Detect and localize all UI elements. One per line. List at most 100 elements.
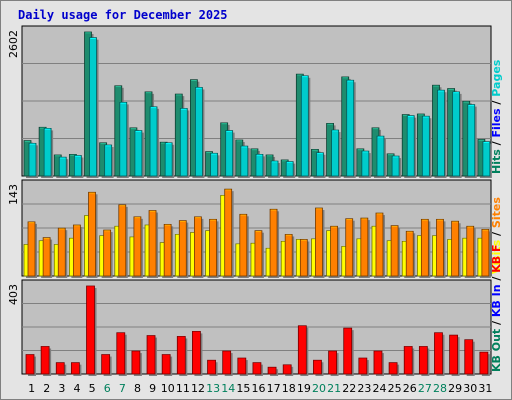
bar-sites-day-27 [420,218,431,278]
bar-sites-day-21 [330,225,340,278]
bar-kb-f-day-27 [418,346,430,376]
bar-kb-f-day-4 [70,362,82,376]
bar-kb-f-day-13 [207,359,218,376]
bar-files-day-6 [104,144,114,178]
bar-kb-f-day-10 [161,354,173,376]
legend-item-hits: Hits [490,149,503,174]
legend-item-visits: Visits [490,239,503,274]
bar-kb-f-day-16 [252,362,263,376]
legend-item-kb-in: KB In [490,284,503,317]
bar-sites-day-9 [148,210,159,278]
x-tick-label-day-4: 4 [73,382,80,395]
y-max-label-kbytes: 403 [7,284,20,305]
x-tick-label-day-5: 5 [89,382,96,395]
bar-kb-f-day-17 [267,366,279,376]
x-tick-label-day-21: 21 [327,382,341,395]
bar-files-day-27 [421,115,432,178]
x-tick-label-day-2: 2 [43,382,50,395]
bar-sites-day-25 [390,225,401,278]
bar-kb-f-day-24 [373,350,384,376]
bar-kb-f-day-15 [237,357,248,376]
bar-files-day-1 [28,142,38,178]
y-max-label-hits-files-pages: 2602 [7,30,20,58]
bar-files-day-7 [119,101,129,178]
bar-kb-f-day-25 [388,362,400,376]
x-tick-label-day-9: 9 [149,382,156,395]
bar-sites-day-11 [178,220,189,278]
bar-files-day-22 [346,79,356,178]
bar-files-day-30 [467,104,477,178]
bar-files-day-12 [195,87,205,178]
bar-sites-day-10 [163,223,174,278]
bar-kb-f-day-26 [403,346,415,376]
x-tick-label-day-24: 24 [373,382,387,395]
bar-files-day-8 [134,130,144,178]
bar-kb-f-day-14 [222,350,233,376]
bar-files-day-16 [255,154,265,178]
bar-kb-f-day-1 [25,354,36,376]
legend-item-kb-f: KB F [490,245,503,273]
bar-sites-day-16 [254,230,264,278]
bar-files-day-21 [331,129,341,178]
bar-files-day-3 [58,156,69,178]
bar-kb-f-day-19 [297,325,309,376]
x-tick-label-day-30: 30 [463,382,477,395]
bar-sites-day-28 [436,218,446,278]
bar-kb-f-day-6 [101,354,112,376]
bar-sites-day-30 [466,225,476,278]
x-tick-label-day-20: 20 [312,382,326,395]
bar-kb-f-day-8 [131,350,142,376]
bar-files-day-26 [406,115,417,178]
x-tick-label-day-12: 12 [191,382,205,395]
bar-sites-day-22 [345,218,355,278]
bar-sites-day-18 [284,234,295,278]
bar-files-day-20 [316,152,326,178]
x-tick-label-day-25: 25 [388,382,402,395]
x-tick-label-day-14: 14 [221,382,235,395]
bar-sites-day-23 [360,217,370,278]
bar-kb-f-day-23 [358,357,369,376]
bar-files-day-11 [179,108,190,178]
bar-files-day-4 [73,155,84,178]
bar-sites-day-5 [88,191,98,278]
x-tick-label-day-13: 13 [206,382,220,395]
x-tick-label-day-3: 3 [58,382,65,395]
bar-files-day-5 [89,37,99,178]
x-tick-label-day-27: 27 [418,382,432,395]
bar-sites-day-3 [57,227,68,278]
bar-files-day-28 [437,89,447,178]
bar-files-day-15 [240,145,250,178]
bar-files-day-18 [285,161,296,178]
x-tick-label-day-26: 26 [403,382,417,395]
bar-kb-f-day-18 [282,364,294,376]
legend-item-kb-out: KB Out [490,329,503,372]
bar-kb-f-day-11 [176,336,188,376]
bar-sites-day-24 [375,212,385,278]
legend-kbytes: KB Out / KB In / KB F [490,245,503,373]
bar-kb-f-day-28 [434,332,445,376]
bar-files-day-9 [149,106,160,178]
bar-sites-day-4 [72,224,83,278]
x-tick-label-day-31: 31 [478,382,492,395]
bar-sites-day-29 [451,220,461,278]
bar-files-day-2 [43,128,54,178]
bar-sites-day-6 [103,229,113,278]
x-tick-label-day-7: 7 [119,382,126,395]
legend-item-sites: Sites [490,197,503,228]
bar-files-day-25 [391,155,402,178]
x-tick-label-day-11: 11 [176,382,190,395]
bar-kb-f-day-12 [192,331,203,376]
x-tick-label-day-16: 16 [252,382,266,395]
bar-kb-f-day-3 [55,362,67,376]
bar-sites-day-31 [481,229,491,278]
x-tick-label-day-23: 23 [357,382,371,395]
bar-sites-day-14 [224,188,234,278]
legend-visits-sites: Visits / Sites [490,197,503,274]
y-max-label-visits-sites: 143 [7,184,20,205]
bar-sites-day-7 [118,204,128,278]
bar-files-day-24 [376,135,386,178]
legend-item-pages: Pages [490,59,503,97]
bar-sites-day-1 [27,221,37,278]
x-tick-label-day-19: 19 [297,382,311,395]
bar-files-day-14 [225,130,235,178]
